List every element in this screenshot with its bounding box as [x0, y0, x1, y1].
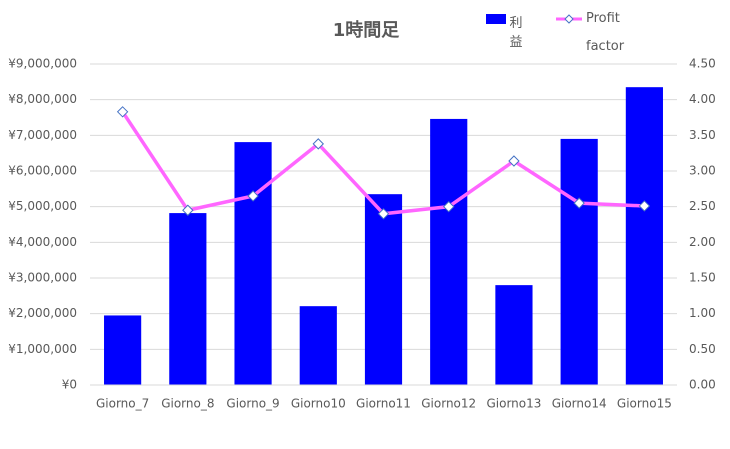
line-marker — [116, 106, 129, 118]
y2-tick-label: 1.50 — [689, 271, 716, 285]
y-tick-label: ¥7,000,000 — [8, 128, 77, 142]
y2-tick-label: 3.00 — [689, 164, 716, 178]
x-tick-label: Giorno14 — [552, 397, 607, 411]
y2-tick-label: 2.00 — [689, 235, 716, 249]
x-tick-label: Giorno15 — [617, 397, 672, 411]
bar — [560, 138, 598, 385]
y-tick-label: ¥3,000,000 — [8, 271, 77, 285]
y2-tick-label: 0.50 — [689, 342, 716, 356]
legend-swatch — [556, 14, 582, 24]
legend-item: 利益 — [486, 12, 529, 50]
y-tick-label: ¥6,000,000 — [8, 164, 77, 178]
y2-tick-label: 4.50 — [689, 57, 716, 71]
line-marker — [312, 138, 324, 150]
bar — [299, 306, 337, 385]
y-tick-label: ¥9,000,000 — [8, 57, 77, 71]
line-marker — [573, 197, 585, 209]
legend-label: 利益 — [509, 16, 523, 50]
line-marker — [247, 190, 259, 202]
bar — [430, 118, 468, 385]
y-tick-label: ¥4,000,000 — [8, 235, 77, 249]
x-tick-label: Giorno13 — [486, 397, 541, 411]
y-tick-label: ¥0 — [62, 378, 77, 392]
y-tick-label: ¥2,000,000 — [8, 306, 77, 320]
line-marker — [182, 204, 194, 216]
bar — [104, 315, 142, 385]
line-marker — [443, 200, 455, 213]
y2-tick-label: 4.00 — [689, 92, 716, 106]
y2-tick-label: 0.00 — [689, 378, 716, 392]
bar — [495, 285, 533, 385]
legend-swatch — [486, 14, 506, 24]
chart-title: 1時間足 — [333, 20, 400, 41]
y2-tick-label: 3.50 — [689, 128, 716, 142]
legend-label: Profit factor — [586, 11, 625, 54]
y-tick-label: ¥1,000,000 — [8, 342, 77, 356]
bar — [234, 142, 272, 385]
y2-tick-label: 2.50 — [689, 199, 716, 213]
bar — [169, 213, 207, 385]
x-tick-label: Giorno_7 — [96, 397, 149, 411]
x-tick-label: Giorno_9 — [226, 397, 279, 411]
x-tick-label: Giorno11 — [356, 397, 411, 411]
y-tick-label: ¥5,000,000 — [8, 199, 77, 213]
bar — [364, 194, 403, 385]
legend-item: Profit factor — [556, 11, 632, 61]
line-marker — [377, 208, 390, 220]
line-marker — [638, 200, 651, 212]
line-marker — [508, 155, 520, 167]
x-tick-label: Giorno10 — [291, 397, 346, 411]
x-tick-label: Giorno_8 — [161, 397, 214, 411]
x-tick-label: Giorno12 — [421, 397, 476, 411]
bar — [625, 87, 663, 385]
y2-tick-label: 1.00 — [689, 306, 716, 320]
y-tick-label: ¥8,000,000 — [8, 92, 77, 106]
